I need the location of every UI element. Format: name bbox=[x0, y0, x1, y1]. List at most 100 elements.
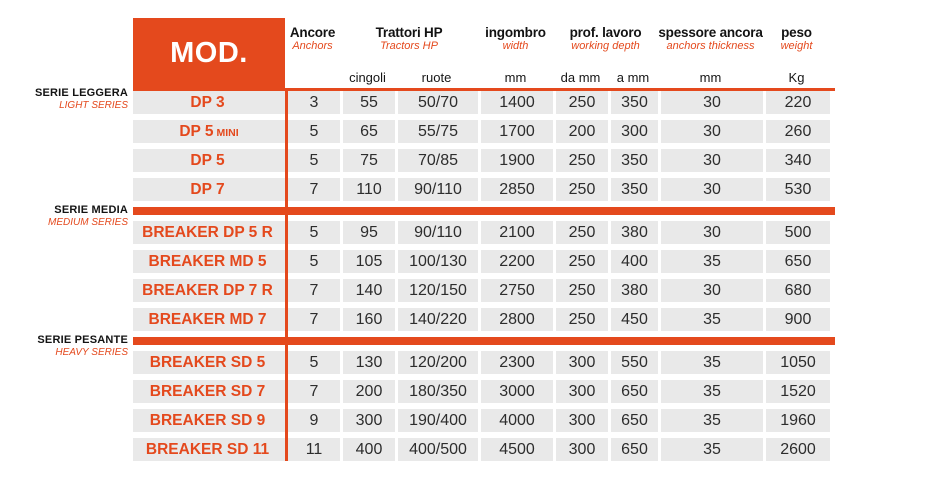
series-title: SERIE PESANTE bbox=[37, 334, 128, 346]
table-row: DP 5 5 75 70/85 1900 250 350 30 340 bbox=[133, 149, 835, 172]
cell-anchors: 5 bbox=[288, 351, 340, 374]
series-label-medium: SERIE MEDIA MEDIUM SERIES bbox=[0, 204, 128, 228]
table-row: BREAKER MD 7 7 160 140/220 2800 250 450 … bbox=[133, 308, 835, 331]
cell-hp-wheels: 90/110 bbox=[398, 221, 478, 244]
cell-anchors: 5 bbox=[288, 250, 340, 273]
cell-depth-from: 300 bbox=[556, 380, 608, 403]
cell-width-mm: 2100 bbox=[481, 221, 553, 244]
cell-width-mm: 1400 bbox=[481, 91, 553, 114]
cell-hp-tracks: 400 bbox=[343, 438, 395, 461]
unit-depth-to: a mm bbox=[616, 70, 650, 85]
cell-hp-tracks: 300 bbox=[343, 409, 395, 432]
cell-hp-tracks: 140 bbox=[343, 279, 395, 302]
cell-weight: 260 bbox=[766, 120, 830, 143]
cell-width-mm: 2850 bbox=[481, 178, 553, 201]
cell-depth-from: 250 bbox=[556, 149, 608, 172]
cell-depth-to: 350 bbox=[611, 178, 658, 201]
cell-hp-wheels: 180/350 bbox=[398, 380, 478, 403]
model-name: BREAKER DP 7 R bbox=[133, 279, 285, 302]
cell-depth-from: 250 bbox=[556, 250, 608, 273]
cell-hp-wheels: 400/500 bbox=[398, 438, 478, 461]
cell-anchors: 7 bbox=[288, 178, 340, 201]
cell-anchors: 5 bbox=[288, 221, 340, 244]
cell-weight: 650 bbox=[766, 250, 830, 273]
cell-width-mm: 2800 bbox=[481, 308, 553, 331]
spec-table: MOD. Ancore Anchors Trattori HP Tractors… bbox=[133, 18, 835, 467]
model-name: BREAKER MD 7 bbox=[133, 308, 285, 331]
cell-hp-tracks: 55 bbox=[343, 91, 395, 114]
cell-depth-to: 650 bbox=[611, 380, 658, 403]
model-name: DP 7 bbox=[133, 178, 285, 201]
mod-header: MOD. bbox=[133, 18, 285, 88]
cell-anchors: 5 bbox=[288, 120, 340, 143]
series-divider bbox=[133, 207, 835, 215]
cell-hp-wheels: 70/85 bbox=[398, 149, 478, 172]
cell-hp-wheels: 90/110 bbox=[398, 178, 478, 201]
cell-thickness: 30 bbox=[661, 279, 763, 302]
model-name: BREAKER SD 11 bbox=[133, 438, 285, 461]
series-subtitle: MEDIUM SERIES bbox=[47, 217, 128, 228]
cell-weight: 2600 bbox=[766, 438, 830, 461]
table-row: BREAKER SD 5 5 130 120/200 2300 300 550 … bbox=[133, 351, 835, 374]
series-subtitle: HEAVY SERIES bbox=[55, 347, 128, 358]
cell-thickness: 35 bbox=[661, 308, 763, 331]
cell-depth-to: 350 bbox=[611, 91, 658, 114]
cell-thickness: 35 bbox=[661, 351, 763, 374]
cell-depth-to: 650 bbox=[611, 438, 658, 461]
cell-width-mm: 2200 bbox=[481, 250, 553, 273]
cell-anchors: 7 bbox=[288, 279, 340, 302]
table-row: BREAKER DP 7 R 7 140 120/150 2750 250 38… bbox=[133, 279, 835, 302]
cell-depth-from: 250 bbox=[556, 221, 608, 244]
cell-weight: 340 bbox=[766, 149, 830, 172]
cell-weight: 680 bbox=[766, 279, 830, 302]
cell-width-mm: 1700 bbox=[481, 120, 553, 143]
cell-depth-from: 300 bbox=[556, 409, 608, 432]
cell-depth-to: 350 bbox=[611, 149, 658, 172]
cell-weight: 220 bbox=[766, 91, 830, 114]
cell-depth-to: 300 bbox=[611, 120, 658, 143]
model-name: DP 3 bbox=[133, 91, 285, 114]
cell-anchors: 11 bbox=[288, 438, 340, 461]
model-name: BREAKER SD 7 bbox=[133, 380, 285, 403]
cell-thickness: 35 bbox=[661, 380, 763, 403]
cell-depth-from: 250 bbox=[556, 279, 608, 302]
col-header-weight: peso weight bbox=[780, 25, 813, 52]
cell-thickness: 30 bbox=[661, 91, 763, 114]
cell-weight: 1050 bbox=[766, 351, 830, 374]
cell-depth-from: 300 bbox=[556, 351, 608, 374]
cell-hp-tracks: 160 bbox=[343, 308, 395, 331]
table-row: BREAKER DP 5 R 5 95 90/110 2100 250 380 … bbox=[133, 221, 835, 244]
cell-hp-wheels: 100/130 bbox=[398, 250, 478, 273]
model-name: BREAKER SD 9 bbox=[133, 409, 285, 432]
unit-anchors-empty bbox=[285, 70, 340, 85]
cell-width-mm: 2300 bbox=[481, 351, 553, 374]
table-row: BREAKER SD 7 7 200 180/350 3000 300 650 … bbox=[133, 380, 835, 403]
series-title: SERIE MEDIA bbox=[54, 204, 128, 216]
cell-anchors: 5 bbox=[288, 149, 340, 172]
table-row: DP 5 MINI 5 65 55/75 1700 200 300 30 260 bbox=[133, 120, 835, 143]
col-header-width: ingombro width bbox=[485, 25, 546, 52]
table-row: DP 7 7 110 90/110 2850 250 350 30 530 bbox=[133, 178, 835, 201]
unit-tracks: cingoli bbox=[349, 70, 386, 85]
unit-wheels: ruote bbox=[421, 70, 452, 85]
cell-depth-to: 380 bbox=[611, 279, 658, 302]
cell-weight: 500 bbox=[766, 221, 830, 244]
cell-thickness: 35 bbox=[661, 438, 763, 461]
cell-hp-wheels: 120/200 bbox=[398, 351, 478, 374]
model-name: BREAKER DP 5 R bbox=[133, 221, 285, 244]
series-subtitle: LIGHT SERIES bbox=[59, 100, 128, 111]
header-main-row: Ancore Anchors Trattori HP Tractors HP i… bbox=[285, 18, 835, 52]
model-name: DP 5 MINI bbox=[133, 120, 285, 143]
cell-hp-tracks: 200 bbox=[343, 380, 395, 403]
col-header-anchors-thickness: spessore ancora anchors thickness bbox=[658, 25, 763, 52]
cell-thickness: 30 bbox=[661, 120, 763, 143]
cell-width-mm: 4500 bbox=[481, 438, 553, 461]
cell-depth-to: 380 bbox=[611, 221, 658, 244]
cell-hp-tracks: 65 bbox=[343, 120, 395, 143]
series-label-light: SERIE LEGGERA LIGHT SERIES bbox=[0, 87, 128, 111]
unit-weight-kg: Kg bbox=[788, 70, 805, 85]
table-row: DP 3 3 55 50/70 1400 250 350 30 220 bbox=[133, 91, 835, 114]
cell-depth-from: 250 bbox=[556, 91, 608, 114]
cell-hp-tracks: 95 bbox=[343, 221, 395, 244]
